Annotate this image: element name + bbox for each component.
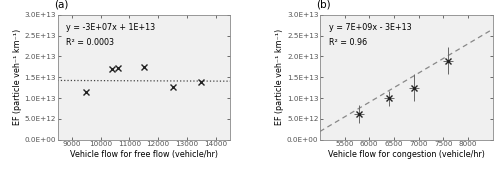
- Text: R² = 0.96: R² = 0.96: [328, 38, 366, 47]
- X-axis label: Vehicle flow for free flow (vehicle/hr): Vehicle flow for free flow (vehicle/hr): [70, 150, 218, 159]
- Text: (a): (a): [54, 0, 68, 10]
- Y-axis label: EF (particle veh⁻¹ km⁻¹): EF (particle veh⁻¹ km⁻¹): [275, 29, 284, 125]
- Y-axis label: EF (particle veh⁻¹ km⁻¹): EF (particle veh⁻¹ km⁻¹): [13, 29, 22, 125]
- Text: (b): (b): [316, 0, 331, 10]
- Text: y = 7E+09x - 3E+13: y = 7E+09x - 3E+13: [328, 24, 411, 33]
- Text: y = -3E+07x + 1E+13: y = -3E+07x + 1E+13: [66, 24, 156, 33]
- X-axis label: Vehicle flow for congestion (vehicle/hr): Vehicle flow for congestion (vehicle/hr): [328, 150, 484, 159]
- Text: R² = 0.0003: R² = 0.0003: [66, 38, 114, 47]
